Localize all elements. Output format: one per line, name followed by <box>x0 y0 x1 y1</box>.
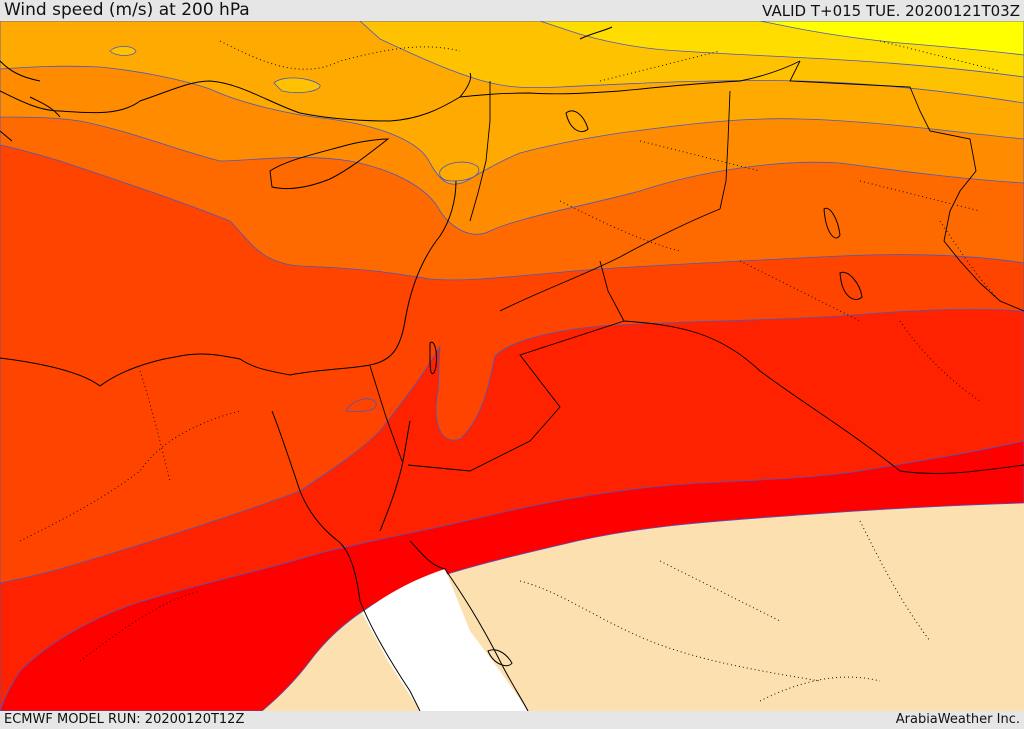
border-egypt-israel <box>369 365 403 462</box>
admin-iran-interior <box>859 180 1001 402</box>
pocket-3 <box>273 77 321 93</box>
country-borders <box>369 60 1024 474</box>
admin-turkey-interior <box>219 40 1001 82</box>
admin-egypt-interior <box>19 370 241 662</box>
model-run: ECMWF MODEL RUN: 20200120T12Z <box>4 712 245 727</box>
border-syria-iraq <box>469 81 731 222</box>
red-sea-east-coast <box>409 540 529 711</box>
border-turkey-syria <box>459 60 801 98</box>
header-bar: Wind speed (m/s) at 200 hPa VALID T+015 … <box>0 0 1024 21</box>
dead-sea <box>429 341 437 375</box>
mediterranean-south-coast <box>0 180 457 387</box>
lake-van <box>565 110 589 133</box>
admin-boundaries <box>19 40 1001 702</box>
band-9 <box>759 21 1024 56</box>
sinai-gulf-suez <box>271 410 361 602</box>
cyprus <box>269 138 390 190</box>
border-iran-iraq <box>789 60 1024 312</box>
pocket-4 <box>109 46 137 56</box>
coastlines <box>0 26 863 711</box>
border-iraq-jordan-saudi <box>407 208 721 472</box>
wind-speed-map <box>0 21 1024 711</box>
admin-iraq-interior <box>559 140 861 322</box>
pocket-1 <box>345 398 377 412</box>
pocket-2 <box>439 161 480 182</box>
persian-lake <box>839 271 863 300</box>
turkey-south-coast <box>0 72 472 122</box>
band-white <box>362 569 528 711</box>
credit: ArabiaWeather Inc. <box>895 712 1020 727</box>
wind-speed-bands <box>0 21 1024 711</box>
map-title: Wind speed (m/s) at 200 hPa <box>4 0 250 20</box>
red-sea-west-coast <box>359 600 421 711</box>
caspian-fragment <box>579 26 613 40</box>
gulf-of-aqaba <box>379 420 411 532</box>
valid-time: VALID T+015 TUE. 20200121T03Z <box>762 2 1020 20</box>
lake-urmia <box>823 207 841 239</box>
footer-bar: ECMWF MODEL RUN: 20200120T12Z ArabiaWeat… <box>0 711 1024 729</box>
border-saudi-iraq-kuwait <box>623 320 1024 474</box>
farasan-islands <box>487 649 513 667</box>
aegean-islands <box>0 60 61 142</box>
